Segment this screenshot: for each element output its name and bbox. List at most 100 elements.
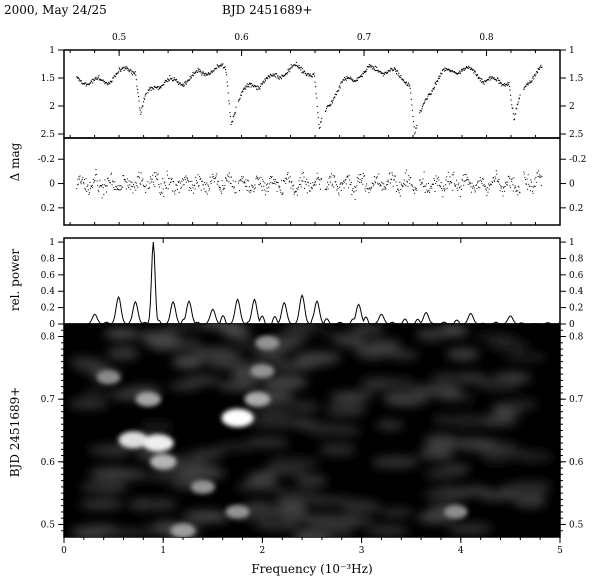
residual-point — [284, 180, 286, 182]
light-curve-point — [361, 74, 363, 76]
light-curve-point — [171, 77, 173, 79]
light-curve-point — [314, 75, 316, 77]
residual-point — [307, 181, 309, 183]
residual-point — [212, 176, 214, 178]
light-curve-point — [259, 88, 261, 90]
residual-point — [205, 183, 207, 185]
light-curve-point — [514, 118, 516, 120]
light-curve-point — [467, 67, 469, 69]
light-curve-point — [168, 79, 170, 81]
light-curve-point — [188, 79, 190, 81]
residual-point — [184, 177, 186, 178]
light-curve-point — [387, 71, 389, 73]
residual-point — [136, 185, 138, 187]
light-curve-point — [395, 70, 397, 72]
periodogram-heatmap — [64, 324, 560, 537]
light-curve-point — [382, 75, 384, 77]
light-curve-point — [419, 110, 421, 112]
light-curve-point — [499, 82, 501, 84]
light-curve-point — [179, 82, 181, 84]
residual-point — [167, 188, 169, 190]
residual-point — [463, 180, 465, 182]
light-curve-point — [242, 90, 244, 92]
residual-point — [301, 180, 303, 182]
light-curve-point — [497, 77, 499, 79]
residual-point — [182, 184, 184, 186]
residual-point — [342, 182, 344, 184]
residual-point — [133, 185, 135, 187]
residual-point — [500, 185, 502, 187]
light-curve-point — [99, 79, 101, 81]
light-curve-point — [267, 75, 269, 77]
residual-point — [115, 185, 117, 187]
residual-point — [501, 186, 503, 188]
residual-point — [294, 191, 296, 193]
residual-point — [253, 191, 255, 193]
residual-point — [508, 175, 510, 177]
light-curve-point — [115, 73, 117, 75]
residual-point — [491, 181, 493, 183]
light-curve-point — [98, 75, 100, 77]
residual-point — [195, 176, 197, 178]
residual-point — [400, 183, 402, 185]
residual-point — [413, 190, 414, 191]
light-curve-point — [252, 84, 254, 86]
light-curve-point — [274, 73, 276, 75]
light-curve-point — [523, 88, 525, 90]
residual-point — [166, 187, 167, 189]
residual-point — [152, 181, 154, 183]
light-curve-point — [427, 95, 429, 97]
residual-point — [210, 183, 212, 185]
ps-y-tick-label-right: 0.8 — [569, 254, 584, 264]
light-curve-point — [498, 79, 500, 81]
light-curve-point — [514, 113, 516, 115]
residual-point — [379, 185, 381, 187]
residual-point — [374, 180, 376, 182]
residual-point — [158, 184, 160, 185]
residual-point — [526, 183, 527, 185]
heatmap-texture-blob — [182, 510, 231, 523]
residual-point — [256, 177, 258, 179]
light-curve-point — [315, 93, 317, 95]
residual-point — [91, 184, 93, 186]
light-curve-point — [76, 76, 78, 78]
light-curve-point — [133, 72, 135, 74]
light-curve-point — [138, 100, 140, 102]
residual-point — [106, 185, 108, 187]
light-curve-point — [483, 81, 485, 83]
light-curve-point — [490, 76, 492, 78]
residual-point — [152, 174, 154, 176]
residual-point — [516, 190, 518, 192]
residual-point — [174, 190, 176, 192]
header-bjd: BJD 2451689+ — [222, 3, 313, 17]
residual-point — [388, 173, 390, 175]
residual-point — [339, 183, 341, 185]
light-curve-point — [541, 66, 543, 68]
heatmap-texture-blob — [307, 495, 340, 507]
residual-point — [257, 177, 259, 179]
light-curve-point — [302, 72, 304, 74]
residual-point — [289, 180, 291, 182]
residual-point — [131, 181, 133, 183]
light-curve-point — [363, 71, 365, 73]
residual-point — [442, 185, 444, 187]
light-curve-point — [400, 78, 402, 80]
residual-point — [161, 192, 163, 194]
light-curve-point — [504, 83, 506, 85]
light-curve-point — [480, 78, 482, 80]
residual-point — [309, 190, 310, 192]
light-curve-point — [346, 76, 348, 78]
residual-point — [166, 170, 168, 172]
light-curve-point — [538, 68, 540, 70]
residual-point — [180, 186, 182, 188]
light-curve-point — [290, 67, 292, 69]
heatmap-texture-blob — [246, 472, 276, 485]
residual-point — [246, 189, 248, 191]
xlabel-frequency: Frequency (10⁻³Hz) — [251, 562, 372, 576]
light-curve-point — [281, 74, 283, 76]
heatmap-texture-blob — [199, 324, 240, 330]
residual-point — [209, 188, 210, 190]
residual-point — [240, 179, 242, 181]
light-curve-point — [375, 65, 377, 67]
residual-point — [348, 174, 350, 176]
